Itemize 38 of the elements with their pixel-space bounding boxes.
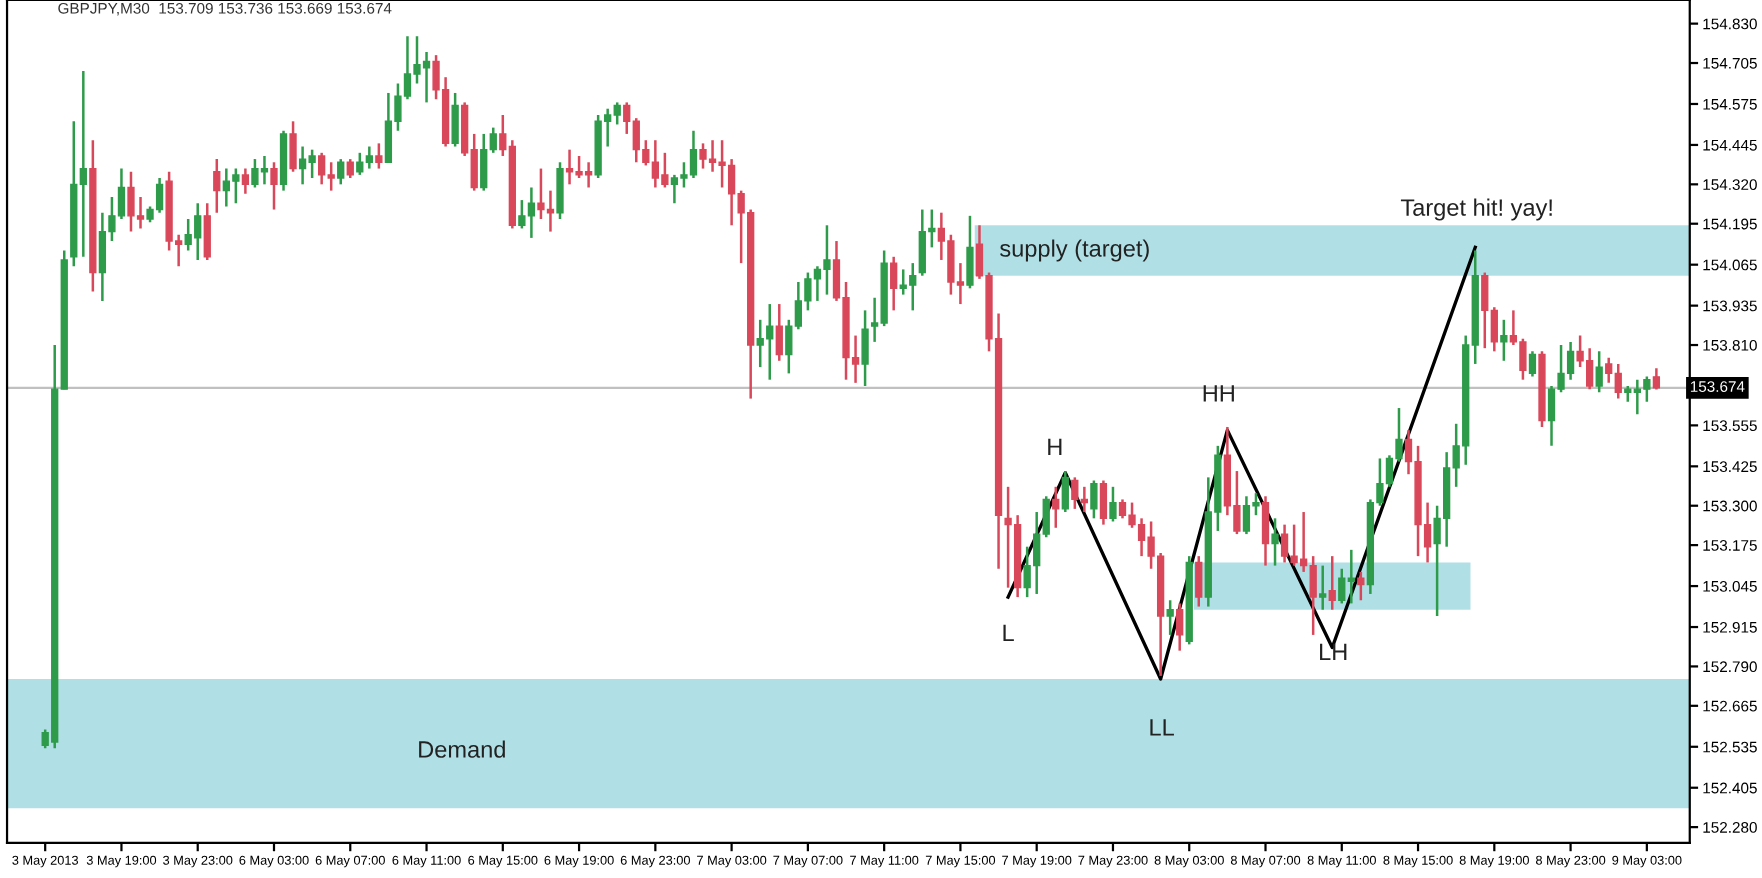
- candlestick: [1090, 479, 1098, 520]
- candlestick: [861, 309, 869, 388]
- annotation: supply (target): [1000, 239, 1149, 262]
- candlestick: [1328, 554, 1336, 611]
- annotation: Demand: [419, 740, 505, 758]
- candlestick: [203, 201, 211, 262]
- annotation: LH: [1320, 643, 1347, 660]
- candlestick: [1166, 599, 1174, 637]
- candlestick: [1052, 485, 1060, 530]
- candlestick: [1195, 554, 1203, 608]
- candlestick: [890, 255, 898, 312]
- candlestick: [213, 157, 221, 214]
- annotation: Target hit! yay!: [1400, 198, 1552, 221]
- candlestick: [346, 157, 354, 180]
- annotation: LL: [1150, 719, 1174, 736]
- candlestick: [241, 167, 250, 196]
- candlestick: [375, 142, 383, 170]
- candlestick: [775, 302, 783, 363]
- candlestick: [1500, 318, 1508, 363]
- candlestick: [966, 214, 974, 290]
- candlestick: [451, 91, 459, 148]
- candlestick: [1357, 570, 1365, 602]
- annotation: L: [1003, 624, 1014, 642]
- candlestick: [1271, 517, 1279, 567]
- candlestick: [289, 120, 297, 173]
- candlestick: [1319, 564, 1327, 611]
- candlestick: [1595, 350, 1603, 394]
- candlestick: [1261, 495, 1270, 567]
- annotation: HH: [1203, 385, 1234, 402]
- annotation: H: [1048, 438, 1062, 456]
- candlestick: [1061, 469, 1069, 514]
- candlestick: [1176, 602, 1184, 652]
- candlestick: [1099, 479, 1108, 526]
- candlestick: [1109, 485, 1117, 523]
- candlestick: [556, 161, 564, 221]
- candlestick: [270, 161, 278, 211]
- candlestick: [1528, 350, 1537, 378]
- candlestick: [337, 157, 345, 186]
